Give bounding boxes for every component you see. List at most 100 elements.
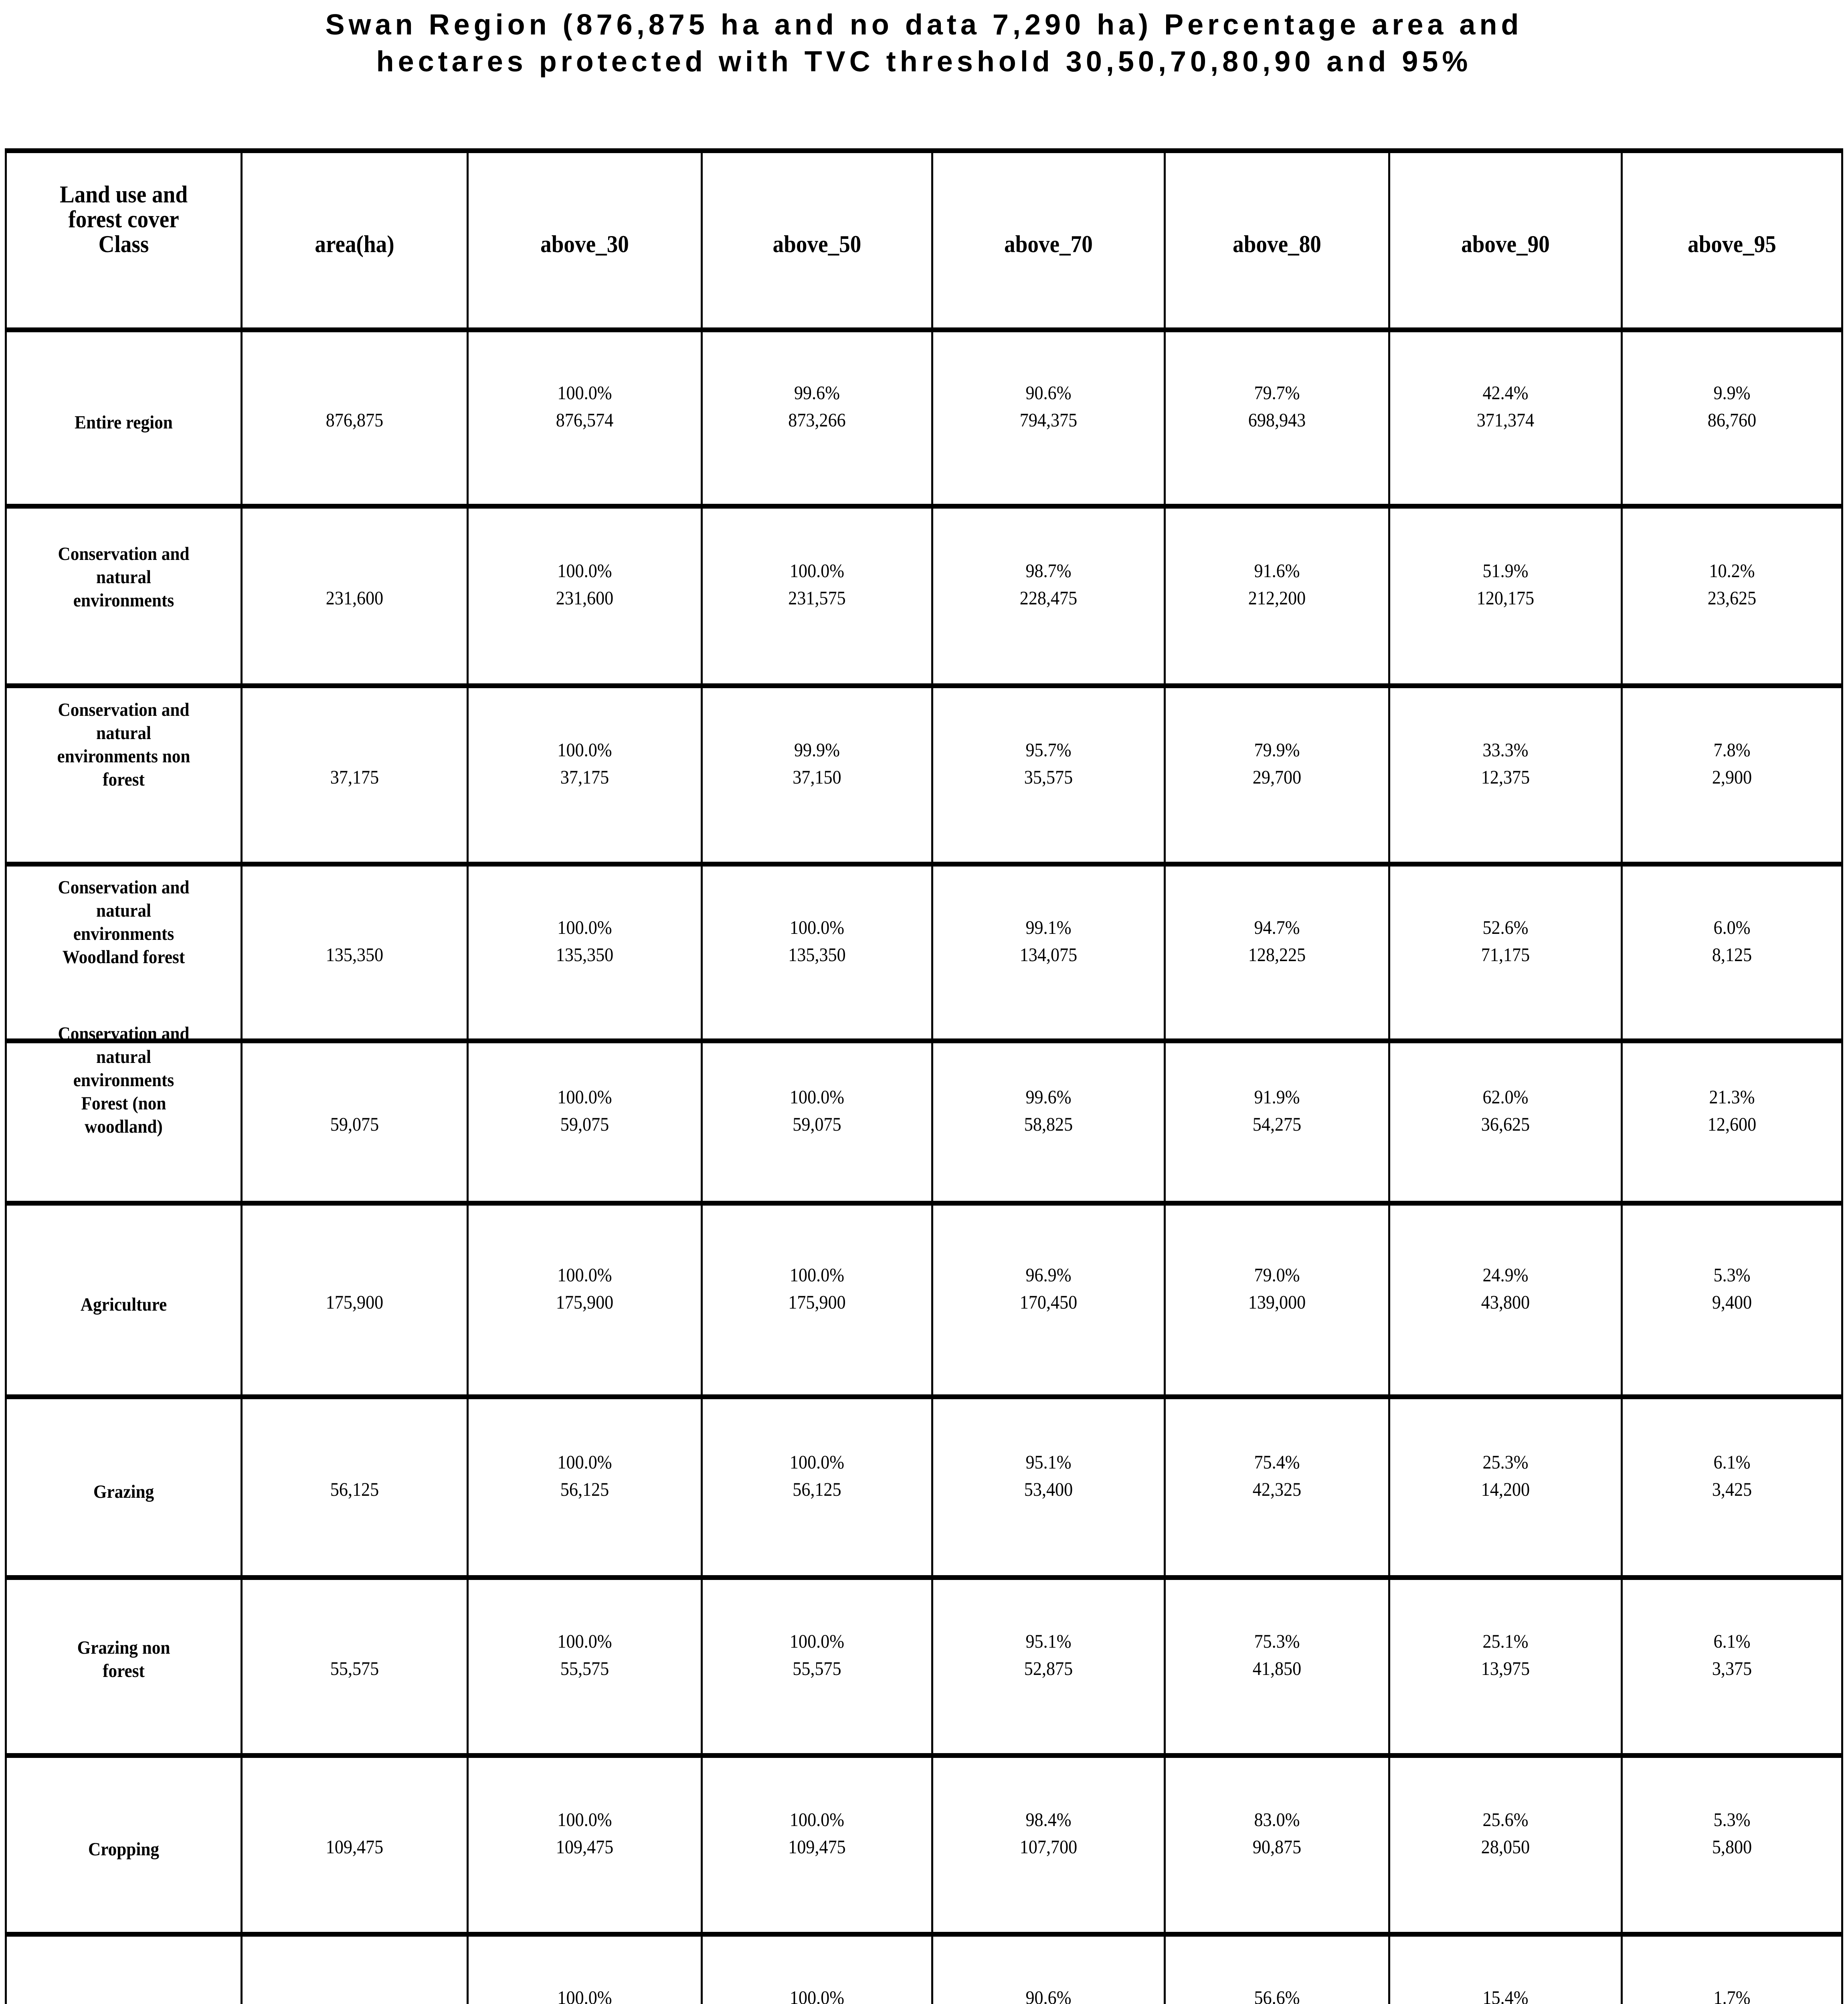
threshold-cell: 98.7% 228,475 — [933, 509, 1166, 683]
threshold-value: 95.7% 35,575 — [934, 737, 1163, 791]
area-cell: 231,600 — [243, 509, 469, 683]
hectares-value: 52,875 — [1024, 1658, 1073, 1679]
hectares-value: 43,800 — [1481, 1291, 1530, 1313]
threshold-value: 75.4% 42,325 — [1166, 1449, 1388, 1503]
threshold-cell: 100.0% 56,125 — [469, 1399, 703, 1575]
threshold-cell: 83.0% 90,875 — [1166, 1758, 1390, 1932]
threshold-value: 6.1% 3,425 — [1623, 1449, 1842, 1503]
area-value: 55,575 — [330, 1658, 379, 1679]
threshold-cell: 100.0% 135,350 — [703, 867, 933, 1038]
area-value: 175,900 — [326, 1291, 384, 1313]
hectares-value: 59,075 — [793, 1113, 841, 1135]
threshold-value: 95.1% 53,400 — [934, 1449, 1163, 1503]
column-header-label: above_80 — [1233, 230, 1321, 257]
row-label: Conservation and natural environments no… — [57, 699, 190, 790]
threshold-value: 100.0% 175,900 — [469, 1262, 700, 1316]
row-label-cell: Conservation and natural environments Wo… — [7, 867, 243, 1038]
area-value: 876,875 — [326, 410, 384, 431]
threshold-cell: 100.0% 55,575 — [703, 1580, 933, 1753]
threshold-value: 5.3% 5,800 — [1623, 1806, 1842, 1861]
row-label: Cropping — [88, 1839, 160, 1860]
threshold-value: 25.1% 13,975 — [1391, 1628, 1620, 1683]
hectares-value: 794,375 — [1019, 410, 1078, 431]
threshold-cell: 100.0% 231,575 — [703, 509, 933, 683]
row-label-cell: Grazing — [7, 1399, 243, 1575]
percent-value: 100.0% — [557, 1631, 612, 1652]
threshold-cell: 75.3% 41,850 — [1166, 1580, 1390, 1753]
hectares-value: 228,475 — [1019, 588, 1078, 609]
threshold-cell: 9.9% 86,760 — [1623, 332, 1841, 504]
hectares-value: 175,900 — [556, 1291, 614, 1313]
threshold-value: 91.9% 54,275 — [1166, 1084, 1388, 1138]
threshold-cell: 95.7% 35,575 — [933, 688, 1166, 862]
threshold-cell: 100.0% 59,075 — [469, 1043, 703, 1201]
threshold-cell: 24.9% 43,800 — [1390, 1206, 1623, 1394]
threshold-value: 75.3% 41,850 — [1166, 1628, 1388, 1683]
threshold-cell: 100.0% 876,574 — [469, 332, 703, 504]
threshold-value: 100.0% 876,574 — [469, 380, 700, 434]
threshold-cell: 5.3% 5,800 — [1623, 1758, 1841, 1932]
threshold-cell: 96.9% 170,450 — [933, 1206, 1166, 1394]
threshold-cell: 100.0%10,075 — [703, 1937, 933, 2004]
percent-value: 75.4% — [1254, 1451, 1300, 1473]
page: { "title": { "line1": "Swan Region (876,… — [0, 6, 1848, 2004]
threshold-value: 98.7% 228,475 — [934, 558, 1163, 612]
column-header-label: Land use and forest cover Class — [59, 181, 188, 257]
hectares-value: 8,125 — [1712, 944, 1752, 966]
percent-value: 1.7% — [1713, 1987, 1751, 2004]
hectares-value: 135,350 — [556, 944, 614, 966]
hectares-value: 55,575 — [560, 1658, 609, 1679]
threshold-cell: 33.3% 12,375 — [1390, 688, 1623, 862]
column-header-cell: Land use and forest cover Class — [7, 153, 243, 327]
row-label: Entire region — [75, 412, 173, 433]
percent-value: 15.4% — [1482, 1987, 1529, 2004]
percent-value: 100.0% — [557, 1809, 612, 1830]
threshold-value: 90.6% 794,375 — [934, 380, 1163, 434]
hectares-value: 12,375 — [1481, 766, 1530, 788]
percent-value: 7.8% — [1713, 739, 1751, 761]
row-label: Agriculture — [80, 1294, 167, 1315]
threshold-value: 95.1% 52,875 — [934, 1628, 1163, 1683]
hectares-value: 231,600 — [556, 588, 614, 609]
threshold-cell: 79.0% 139,000 — [1166, 1206, 1390, 1394]
hectares-value: 5,800 — [1712, 1836, 1752, 1858]
threshold-value: 100.0%10,075 — [469, 1984, 700, 2004]
row-label-cell: Agriculture — [7, 1206, 243, 1394]
threshold-value: 100.0% 135,350 — [469, 914, 700, 969]
threshold-cell: 25.1% 13,975 — [1390, 1580, 1623, 1753]
area-cell: 175,900 — [243, 1206, 469, 1394]
percent-value: 100.0% — [557, 1451, 612, 1473]
threshold-value: 7.8% 2,900 — [1623, 737, 1842, 791]
row-label: Conservation and natural environments Wo… — [58, 877, 190, 968]
threshold-value: 79.7% 698,943 — [1166, 380, 1388, 434]
threshold-cell: 5.3% 9,400 — [1623, 1206, 1841, 1394]
area-cell: 135,350 — [243, 867, 469, 1038]
area-value: 59,075 — [330, 1113, 379, 1135]
row-label-cell: Conservation and natural environments no… — [7, 688, 243, 862]
page-title: Swan Region (876,875 ha and no data 7,29… — [0, 6, 1848, 80]
percent-value: 100.0% — [789, 1809, 845, 1830]
column-header-cell: above_30 — [469, 153, 703, 327]
area-cell: 10,075 — [243, 1937, 469, 2004]
threshold-cell: 42.4% 371,374 — [1390, 332, 1623, 504]
percent-value: 6.0% — [1713, 917, 1751, 938]
row-label: Grazing non forest — [77, 1637, 170, 1681]
percent-value: 95.1% — [1025, 1631, 1072, 1652]
threshold-cell: 56.6%5,700 — [1166, 1937, 1390, 2004]
area-cell: 59,075 — [243, 1043, 469, 1201]
area-cell: 109,475 — [243, 1758, 469, 1932]
hectares-value: 134,075 — [1019, 944, 1078, 966]
percent-value: 75.3% — [1254, 1631, 1300, 1652]
percent-value: 56.6% — [1254, 1987, 1300, 2004]
percent-value: 6.1% — [1713, 1451, 1751, 1473]
threshold-cell: 94.7% 128,225 — [1166, 867, 1390, 1038]
hectares-value: 13,975 — [1481, 1658, 1530, 1679]
threshold-cell: 6.1% 3,375 — [1623, 1580, 1841, 1753]
area-value: 231,600 — [326, 588, 384, 609]
threshold-value: 99.9% 37,150 — [703, 737, 931, 791]
threshold-value: 15.4%1,550 — [1391, 1984, 1620, 2004]
threshold-value: 1.7%175 — [1623, 1984, 1842, 2004]
threshold-value: 98.4% 107,700 — [934, 1806, 1163, 1861]
percent-value: 100.0% — [557, 1264, 612, 1286]
threshold-cell: 99.9% 37,150 — [703, 688, 933, 862]
